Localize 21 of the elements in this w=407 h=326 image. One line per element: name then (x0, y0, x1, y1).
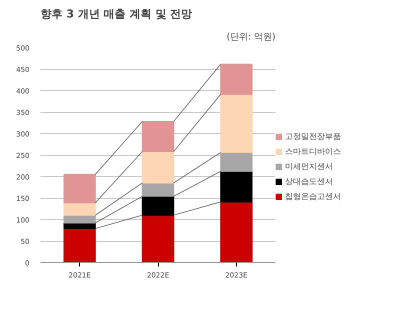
bar (142, 120, 174, 152)
bar (64, 228, 96, 262)
bar (142, 196, 174, 216)
chart-title: 향후 3 개년 매출 계획 및 전망 (40, 8, 192, 20)
bar (142, 182, 174, 197)
bar (220, 152, 252, 172)
bar (220, 201, 252, 262)
legend-label: 상대습도센서 (285, 176, 333, 187)
bar (64, 174, 96, 204)
bar (220, 170, 252, 202)
legend-label: 스마트디바이스 (285, 146, 341, 157)
bar (64, 214, 96, 224)
bar (64, 202, 96, 216)
bar (220, 94, 252, 153)
bar (220, 64, 252, 95)
legend-label: 칩형온습고센서 (285, 191, 341, 202)
bar (142, 214, 174, 262)
text: (단위: 억원) (226, 32, 276, 42)
bar (142, 151, 174, 184)
legend-label: 고정밀전장부품 (285, 131, 341, 142)
legend-label: 미세먼지센서 (285, 161, 333, 172)
